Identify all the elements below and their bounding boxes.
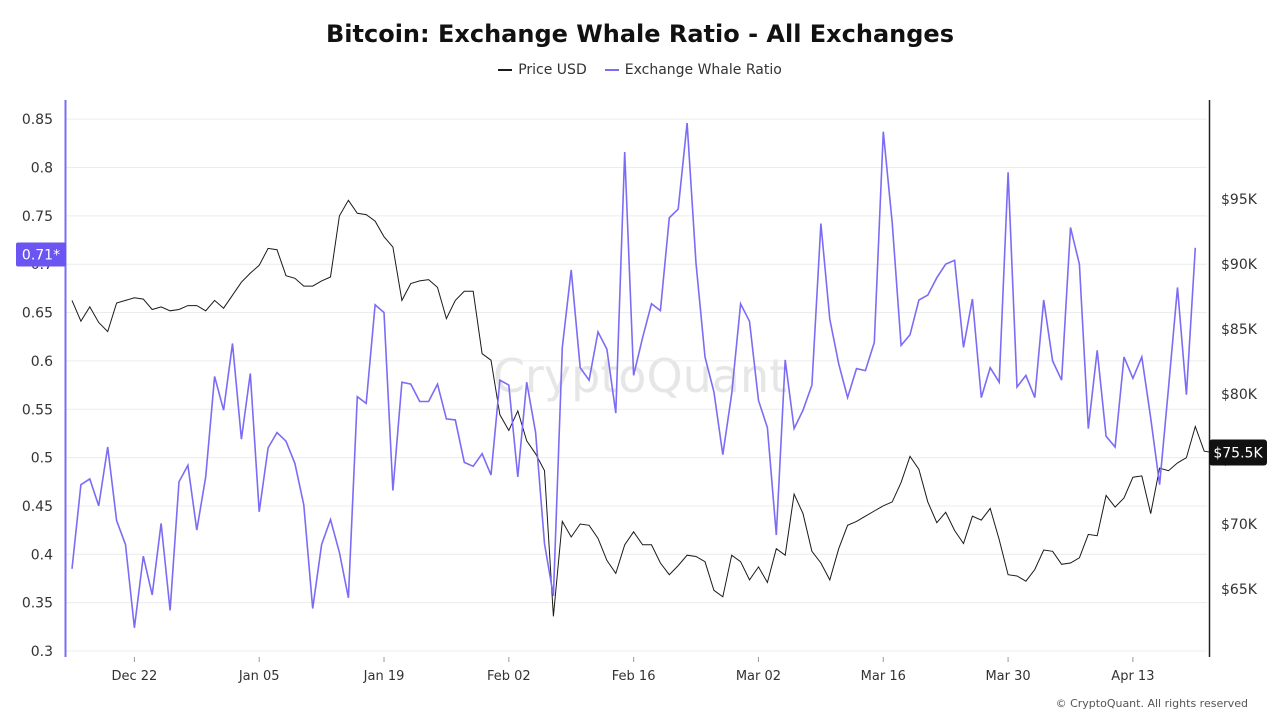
legend-item-whale-ratio[interactable]: Exchange Whale Ratio: [604, 62, 782, 78]
left-axis-ticks: 0.30.350.40.450.50.550.60.650.70.750.80.…: [22, 112, 53, 660]
x-tick-label: Feb 02: [487, 669, 531, 684]
right-tick-label: $85K: [1221, 322, 1258, 338]
ratio-badge-bg: [16, 242, 66, 267]
current-price-badge: $75.5K: [1209, 439, 1267, 466]
right-tick-label: $65K: [1221, 582, 1258, 598]
chart-title: Bitcoin: Exchange Whale Ratio - All Exch…: [326, 20, 954, 48]
legend-label-price: Price USD: [518, 62, 587, 78]
x-tick-label: Mar 02: [736, 669, 781, 684]
right-tick-label: $95K: [1221, 192, 1258, 208]
x-tick-label: Jan 05: [238, 669, 280, 684]
legend-swatch-whale-ratio: [604, 69, 619, 71]
x-axis-ticks: Dec 22 Jan 05 Jan 19 Feb 02 Feb 16 Mar 02 Mar …: [111, 657, 1154, 684]
right-axis-ticks: $65K$70K$75K$80K$85K$90K$95K: [1221, 192, 1258, 598]
left-tick-label: 0.65: [22, 306, 53, 322]
x-tick-label: Feb 16: [612, 669, 656, 684]
price-badge-bg: [1209, 439, 1267, 466]
ratio-badge-label: 0.71*: [22, 248, 60, 264]
left-tick-label: 0.5: [31, 451, 53, 467]
chart-legend: Price USD Exchange Whale Ratio: [0, 62, 1280, 78]
series-price-usd[interactable]: [71, 199, 1214, 617]
series-exchange-whale-ratio[interactable]: [71, 122, 1197, 628]
x-tick-label: Dec 22: [111, 669, 157, 684]
watermark: CryptoQuant: [493, 349, 787, 403]
left-tick-label: 0.6: [31, 354, 53, 370]
legend-swatch-price: [498, 69, 513, 71]
right-tick-label: $90K: [1221, 257, 1258, 273]
x-tick-label: Mar 30: [985, 669, 1030, 684]
right-tick-label: $70K: [1221, 517, 1258, 533]
x-tick-label: Mar 16: [861, 669, 906, 684]
left-tick-label: 0.55: [22, 402, 53, 418]
x-tick-label: Jan 19: [363, 669, 405, 684]
legend-item-price[interactable]: Price USD: [498, 62, 587, 78]
price-badge-label: $75.5K: [1213, 446, 1263, 462]
left-tick-label: 0.8: [31, 161, 53, 177]
x-tick-label: Apr 13: [1111, 669, 1154, 684]
left-tick-label: 0.75: [22, 209, 53, 225]
legend-label-whale-ratio: Exchange Whale Ratio: [624, 62, 782, 78]
left-tick-label: 0.3: [31, 644, 53, 660]
left-tick-label: 0.45: [22, 499, 53, 515]
copyright-notice: © CryptoQuant. All rights reserved: [1055, 697, 1248, 710]
left-tick-label: 0.35: [22, 596, 53, 612]
left-tick-label: 0.4: [31, 547, 53, 563]
right-tick-label: $80K: [1221, 387, 1258, 403]
left-tick-label: 0.85: [22, 112, 53, 128]
current-ratio-badge: 0.71*: [16, 242, 66, 267]
